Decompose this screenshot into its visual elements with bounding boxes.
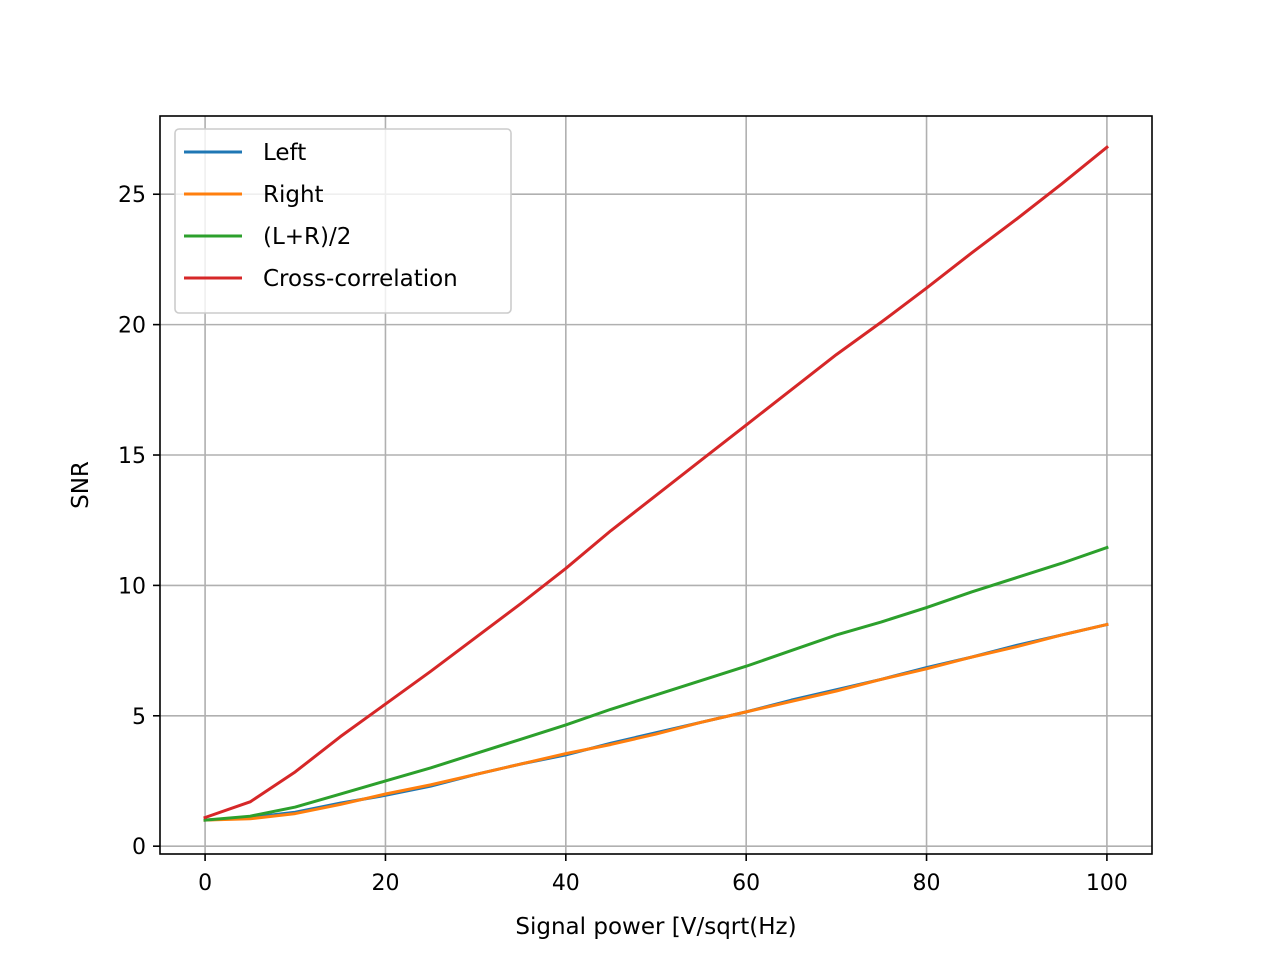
x-tick-label: 100 [1086,871,1128,896]
y-axis-label: SNR [68,461,94,509]
series-line-cross-correlation [203,145,1110,820]
legend-entry-label: Left [263,140,306,166]
y-tick-label: 15 [118,444,146,469]
x-axis-label: Signal power [V/sqrt(Hz) [515,914,796,940]
plot-frame [159,115,1153,855]
y-tick-label: 25 [118,183,146,208]
y-tick-label: 5 [132,705,146,730]
legend-entry-label: Right [263,182,324,208]
y-tick-label: 10 [118,574,146,599]
legend-entry-label: Cross-correlation [263,266,458,292]
series-line-right [203,622,1109,822]
legend: Left Right (L+R)/2 Cross-correlation [174,128,512,314]
x-tick-label: 20 [371,871,399,896]
x-tick-label: 40 [552,871,580,896]
y-tick-label: 0 [132,835,146,860]
series-line-l-r-2 [203,545,1109,822]
series-line-left [203,622,1109,822]
x-tick-label: 60 [732,871,760,896]
legend-box [174,128,512,314]
y-tick-label: 20 [118,314,146,339]
x-tick-label: 80 [913,871,941,896]
series-lines [203,145,1110,822]
legend-entry-label: (L+R)/2 [263,224,351,250]
x-tick-label: 0 [198,871,212,896]
axis-ticks: 0 20 40 60 80 100 0 5 10 15 20 25 [118,183,1128,896]
